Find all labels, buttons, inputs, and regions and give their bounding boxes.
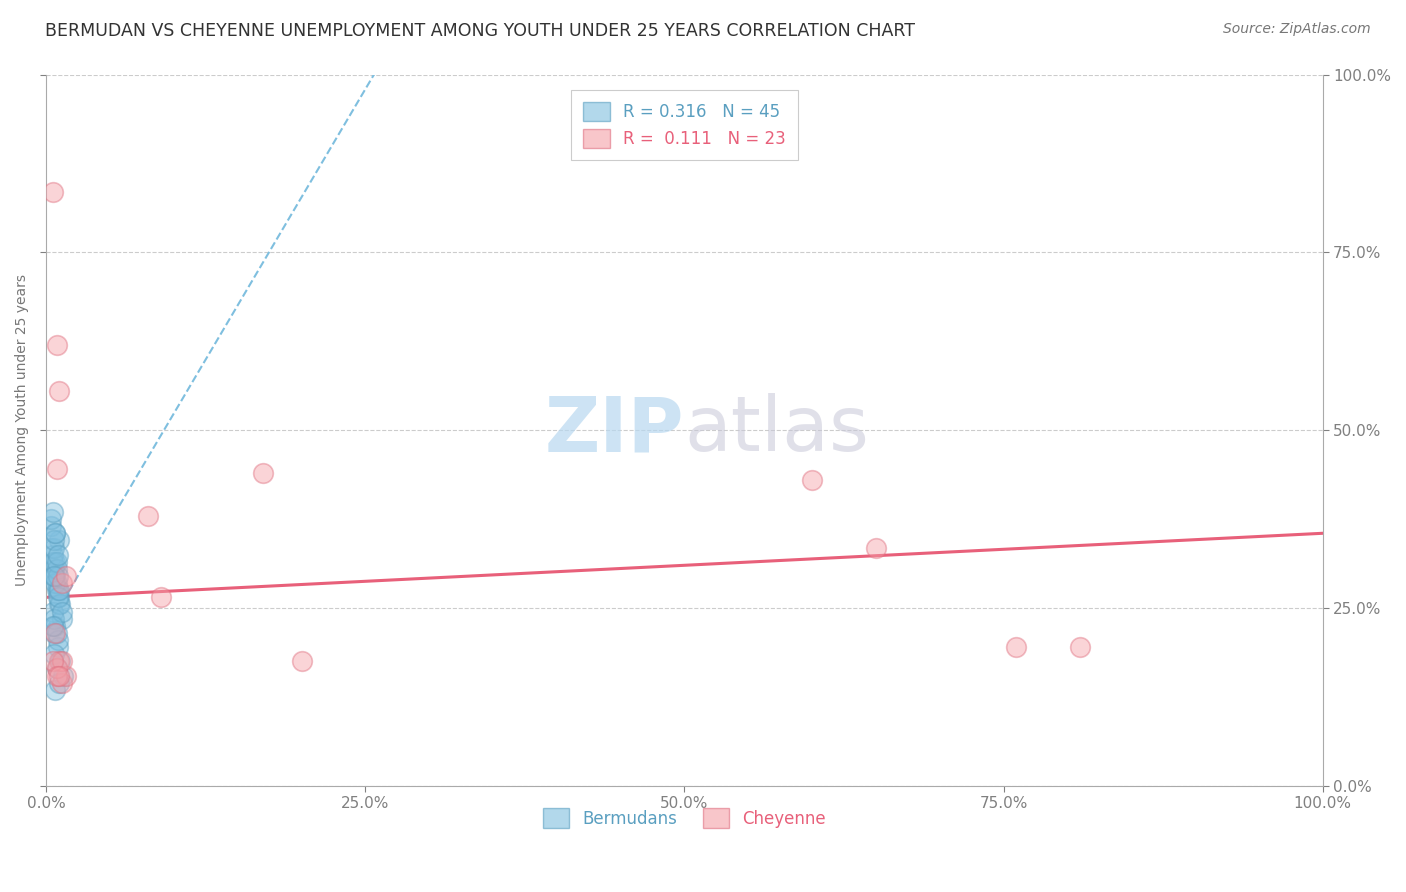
Cheyenne xyxy=(42,185,65,199)
Cheyenne xyxy=(1005,640,1028,654)
Cheyenne xyxy=(42,654,65,668)
Bermudans xyxy=(45,576,67,591)
Bermudans xyxy=(48,533,70,548)
Bermudans xyxy=(42,562,65,576)
Bermudans xyxy=(51,605,73,619)
Bermudans xyxy=(45,555,67,569)
Bermudans xyxy=(42,569,65,583)
Cheyenne xyxy=(865,541,887,555)
Bermudans xyxy=(46,569,69,583)
Bermudans xyxy=(42,619,65,633)
Bermudans xyxy=(44,576,66,591)
Bermudans xyxy=(44,569,66,583)
Cheyenne xyxy=(51,654,73,668)
Y-axis label: Unemployment Among Youth under 25 years: Unemployment Among Youth under 25 years xyxy=(15,274,30,586)
Cheyenne xyxy=(48,384,70,398)
Bermudans xyxy=(48,675,70,690)
Bermudans xyxy=(52,668,75,682)
Cheyenne xyxy=(48,668,70,682)
Cheyenne xyxy=(291,654,314,668)
Cheyenne xyxy=(55,668,77,682)
Bermudans xyxy=(42,612,65,626)
Bermudans xyxy=(48,598,70,612)
Bermudans xyxy=(42,505,65,519)
Bermudans xyxy=(46,548,69,562)
Bermudans xyxy=(46,591,69,605)
Bermudans xyxy=(42,533,65,548)
Cheyenne xyxy=(1069,640,1091,654)
Text: ZIP: ZIP xyxy=(546,393,685,467)
Cheyenne xyxy=(138,508,160,523)
Bermudans xyxy=(42,548,65,562)
Bermudans xyxy=(44,526,66,541)
Bermudans xyxy=(49,598,72,612)
Bermudans xyxy=(44,682,66,697)
Bermudans xyxy=(45,625,67,640)
Bermudans xyxy=(41,541,63,555)
Bermudans xyxy=(44,619,66,633)
Bermudans xyxy=(46,583,69,598)
Bermudans xyxy=(48,591,70,605)
Bermudans xyxy=(42,569,65,583)
Bermudans xyxy=(46,632,69,647)
Cheyenne xyxy=(51,576,73,591)
Bermudans xyxy=(42,625,65,640)
Cheyenne xyxy=(45,462,67,476)
Bermudans xyxy=(46,640,69,654)
Bermudans xyxy=(42,555,65,569)
Bermudans xyxy=(44,526,66,541)
Cheyenne xyxy=(44,625,66,640)
Text: BERMUDAN VS CHEYENNE UNEMPLOYMENT AMONG YOUTH UNDER 25 YEARS CORRELATION CHART: BERMUDAN VS CHEYENNE UNEMPLOYMENT AMONG … xyxy=(45,22,915,40)
Bermudans xyxy=(42,605,65,619)
Cheyenne xyxy=(45,661,67,675)
Cheyenne xyxy=(252,466,274,480)
Text: Source: ZipAtlas.com: Source: ZipAtlas.com xyxy=(1223,22,1371,37)
Cheyenne xyxy=(45,668,67,682)
Cheyenne xyxy=(801,473,824,487)
Legend: Bermudans, Cheyenne: Bermudans, Cheyenne xyxy=(536,802,832,834)
Bermudans xyxy=(44,555,66,569)
Text: atlas: atlas xyxy=(685,393,869,467)
Bermudans xyxy=(41,519,63,533)
Cheyenne xyxy=(45,338,67,352)
Bermudans xyxy=(41,512,63,526)
Cheyenne xyxy=(55,569,77,583)
Bermudans xyxy=(48,583,70,598)
Bermudans xyxy=(42,541,65,555)
Cheyenne xyxy=(51,675,73,690)
Bermudans xyxy=(45,562,67,576)
Bermudans xyxy=(51,612,73,626)
Bermudans xyxy=(42,647,65,661)
Cheyenne xyxy=(150,591,173,605)
Bermudans xyxy=(45,661,67,675)
Bermudans xyxy=(49,654,72,668)
Bermudans xyxy=(45,583,67,598)
Cheyenne xyxy=(48,654,70,668)
